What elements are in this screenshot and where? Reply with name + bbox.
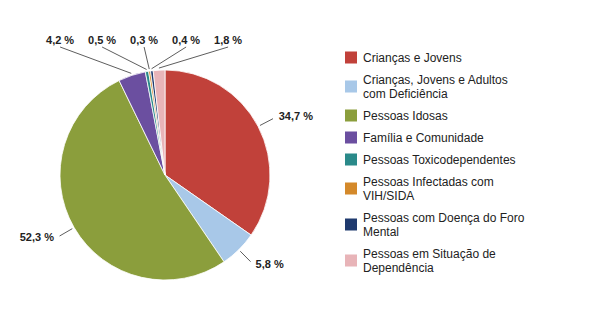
legend-swatch xyxy=(345,183,357,195)
legend-swatch xyxy=(345,154,357,166)
legend-entry: Crianças e Jovens xyxy=(363,51,462,65)
leader-line xyxy=(240,251,250,261)
legend-entry: Pessoas Toxicodependentes xyxy=(363,153,516,167)
leader-line xyxy=(60,47,131,73)
legend-entry: Pessoas em Situação deDependência xyxy=(363,247,496,275)
data-label: 1,8 % xyxy=(214,34,242,46)
legend-swatch xyxy=(345,132,357,144)
data-label: 5,8 % xyxy=(256,258,284,270)
legend-swatch xyxy=(345,81,357,93)
legend-swatch xyxy=(345,255,357,267)
legend-swatch xyxy=(345,52,357,64)
data-labels: 4,2 % 0,5 % 0,3 % 0,4 % 1,8 % 34,7 % 5,8 % 52,3… xyxy=(20,34,313,270)
data-label: 0,3 % xyxy=(130,34,158,46)
legend-entry: Pessoas com Doença do ForoMental xyxy=(363,211,525,239)
leader-line xyxy=(144,47,149,69)
data-label: 34,7 % xyxy=(279,110,313,122)
legend: Crianças e Jovens Crianças, Jovens e Adul… xyxy=(345,51,525,275)
leader-line xyxy=(102,47,146,69)
legend-swatch xyxy=(345,219,357,231)
legend-entry: Família e Comunidade xyxy=(363,131,484,145)
legend-entry: Pessoas Idosas xyxy=(363,109,448,123)
slices xyxy=(60,70,270,280)
legend-entry: Pessoas Infectadas comVIH/SIDA xyxy=(363,175,494,203)
chart: 4,2 % 0,5 % 0,3 % 0,4 % 1,8 % 34,7 % 5,8 % 52,3… xyxy=(0,0,603,325)
leader-line xyxy=(159,47,228,68)
leader-line xyxy=(60,229,73,236)
pie-slice xyxy=(153,70,165,175)
data-label: 0,5 % xyxy=(88,34,116,46)
legend-entry: Crianças, Jovens e Adultoscom Deficiênci… xyxy=(363,73,508,101)
data-label: 52,3 % xyxy=(20,231,54,243)
data-label: 0,4 % xyxy=(172,34,200,46)
leader-line xyxy=(152,47,187,69)
leader-line xyxy=(260,119,273,126)
pie-slice xyxy=(151,71,165,175)
data-label: 4,2 % xyxy=(46,34,74,46)
legend-swatch xyxy=(345,110,357,122)
